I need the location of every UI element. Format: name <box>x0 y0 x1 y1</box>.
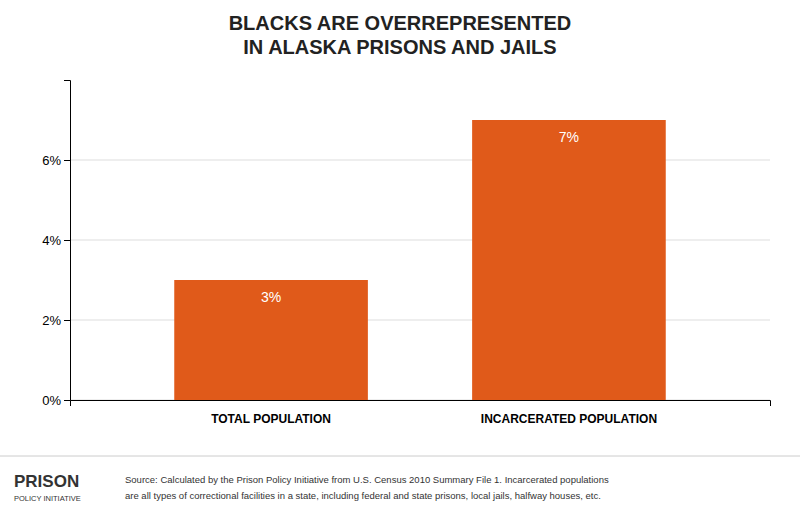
y-axis-line <box>64 81 71 401</box>
y-tick-label: 4% <box>42 233 61 248</box>
y-tick-mark <box>64 320 70 321</box>
title: IN ALASKA PRISONS AND JAILS <box>243 36 556 58</box>
y-tick: 4% <box>42 233 70 248</box>
data-label: 7% <box>559 129 579 145</box>
logo-text: PRISON <box>14 472 79 491</box>
data-label: 3% <box>261 289 281 305</box>
source-note: are all types of correctional facilities… <box>125 490 601 501</box>
footer-separator <box>0 456 800 457</box>
y-tick: 6% <box>42 153 70 168</box>
source-note: Source: Calculated by the Prison Policy … <box>125 474 609 485</box>
y-tick-mark <box>64 400 70 401</box>
logo-text: POLICY INITIATIVE <box>14 494 81 503</box>
data-labels: 3% 7% <box>261 129 579 305</box>
x-tick-label: TOTAL POPULATION <box>211 412 331 426</box>
y-axis: 0% 2% 4% 6% <box>42 81 70 408</box>
x-tick: INCARCERATED POPULATION <box>481 412 657 426</box>
y-tick-label: 2% <box>42 313 61 328</box>
bars <box>174 120 665 400</box>
x-tick: TOTAL POPULATION <box>211 412 331 426</box>
x-axis: TOTAL POPULATION INCARCERATED POPULATION <box>71 401 771 427</box>
x-tick-label: INCARCERATED POPULATION <box>481 412 657 426</box>
y-tick: 0% <box>42 393 70 408</box>
bar <box>472 120 666 400</box>
y-tick-mark <box>64 160 70 161</box>
y-tick-label: 0% <box>42 393 61 408</box>
title: BLACKS ARE OVERREPRESENTED <box>229 12 572 34</box>
y-tick: 2% <box>42 313 70 328</box>
x-axis-line <box>71 401 771 407</box>
bar <box>174 280 368 400</box>
y-tick-mark <box>64 240 70 241</box>
y-tick-label: 6% <box>42 153 61 168</box>
